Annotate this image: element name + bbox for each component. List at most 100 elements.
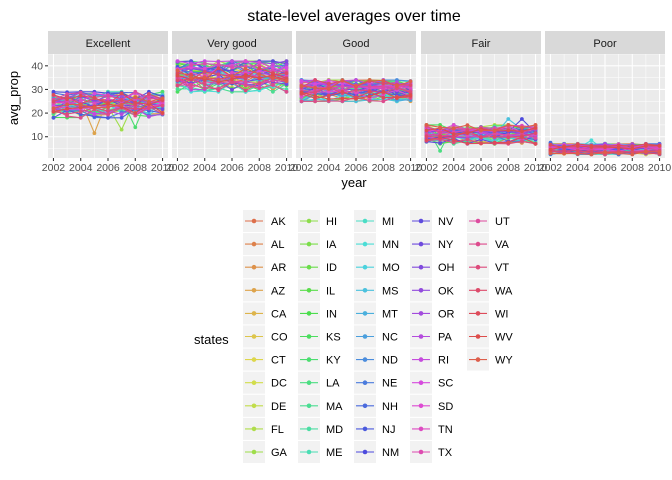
- series-lines: [548, 138, 662, 157]
- x-tick-label: 2008: [372, 162, 396, 174]
- data-point: [408, 94, 413, 98]
- legend-key-point: [251, 380, 257, 386]
- data-point: [92, 131, 97, 136]
- x-tick-label: 2004: [317, 162, 341, 174]
- data-point: [533, 136, 538, 140]
- legend-item-UT: UT: [467, 210, 510, 232]
- x-tick-label: 2002: [166, 162, 190, 174]
- legend-label: MS: [382, 285, 399, 297]
- data-point: [284, 89, 289, 94]
- data-point: [189, 63, 194, 67]
- data-point: [520, 135, 524, 140]
- legend-item-HI: HI: [298, 210, 337, 232]
- legend-item-LA: LA: [298, 371, 340, 394]
- legend-item-IN: IN: [298, 302, 337, 325]
- legend-key-point: [418, 426, 424, 432]
- data-point: [520, 125, 524, 130]
- legend-key-point: [418, 218, 424, 224]
- legend-item-NC: NC: [354, 325, 398, 348]
- legend-item-WY: WY: [467, 348, 513, 371]
- x-tick-label: 2006: [344, 162, 368, 174]
- data-point: [367, 94, 372, 99]
- data-point: [78, 90, 83, 95]
- data-point: [616, 145, 621, 150]
- legend-item-FL: FL: [243, 417, 284, 440]
- legend-key-point: [251, 241, 257, 247]
- legend-key-point: [251, 403, 257, 409]
- data-point: [106, 112, 110, 117]
- legend-item-CO: CO: [243, 325, 288, 348]
- legend-label: MD: [326, 424, 343, 436]
- data-point: [589, 145, 594, 149]
- data-point: [492, 131, 497, 136]
- data-point: [354, 97, 358, 101]
- legend-item-CT: CT: [243, 348, 286, 371]
- data-point: [451, 126, 456, 131]
- legend-label: NE: [382, 378, 397, 390]
- legend-label: KY: [326, 355, 341, 367]
- legend-key-point: [418, 334, 424, 339]
- legend-item-WV: WV: [467, 325, 513, 348]
- series-lines: [175, 59, 289, 94]
- data-point: [630, 144, 635, 149]
- legend-item-TX: TX: [410, 441, 453, 463]
- x-tick-label: 2004: [566, 162, 590, 174]
- legend-key-point: [306, 380, 312, 386]
- data-point: [230, 77, 234, 82]
- legend-key-point: [251, 264, 257, 270]
- data-point: [160, 111, 165, 115]
- legend-key-point: [475, 311, 481, 316]
- data-point: [133, 97, 138, 102]
- legend-item-NJ: NJ: [354, 417, 395, 440]
- legend-key-point: [362, 449, 368, 455]
- legend-item-WI: WI: [467, 302, 508, 325]
- legend-label: AR: [271, 262, 286, 274]
- data-point: [603, 145, 607, 150]
- data-point: [257, 60, 262, 65]
- data-point: [119, 112, 124, 117]
- legend-item-MI: MI: [354, 210, 394, 232]
- legend-key-point: [306, 264, 312, 270]
- legend-key-point: [475, 288, 481, 293]
- facet-strip-label: Excellent: [86, 38, 131, 50]
- facet-strip-label: Poor: [593, 38, 617, 50]
- data-point: [284, 82, 289, 87]
- data-point: [381, 99, 386, 104]
- data-point: [506, 140, 511, 145]
- y-tick-label: 20: [31, 108, 43, 120]
- data-point: [230, 65, 234, 70]
- data-point: [51, 115, 56, 120]
- data-point: [381, 89, 386, 94]
- facet-panel-good: Good 2002 2004 2006 2008 2010: [290, 31, 422, 174]
- legend-item-MT: MT: [354, 302, 398, 325]
- legend-key-point: [251, 334, 257, 339]
- data-point: [354, 84, 358, 88]
- data-point: [354, 88, 358, 92]
- x-tick-label: 2006: [469, 162, 493, 174]
- data-point: [630, 147, 635, 151]
- data-point: [313, 94, 317, 98]
- data-point: [340, 78, 345, 83]
- data-point: [147, 99, 151, 104]
- data-point: [133, 95, 138, 100]
- data-point: [520, 117, 524, 121]
- data-point: [106, 109, 110, 113]
- data-point: [395, 96, 399, 100]
- data-point: [424, 128, 429, 133]
- series-lines: [51, 89, 165, 136]
- legend-key-point: [306, 426, 312, 432]
- data-point: [492, 134, 497, 139]
- data-point: [424, 123, 429, 127]
- data-point: [216, 88, 221, 93]
- legend-label: IA: [326, 239, 337, 251]
- legend-key-point: [475, 218, 481, 224]
- facet-strip-label: Good: [343, 38, 370, 50]
- legend-title: states: [194, 332, 229, 347]
- data-point: [106, 97, 110, 101]
- data-point: [271, 59, 275, 63]
- legend-key-point: [306, 311, 312, 316]
- data-point: [271, 76, 275, 80]
- data-point: [506, 123, 511, 127]
- data-point: [257, 76, 262, 80]
